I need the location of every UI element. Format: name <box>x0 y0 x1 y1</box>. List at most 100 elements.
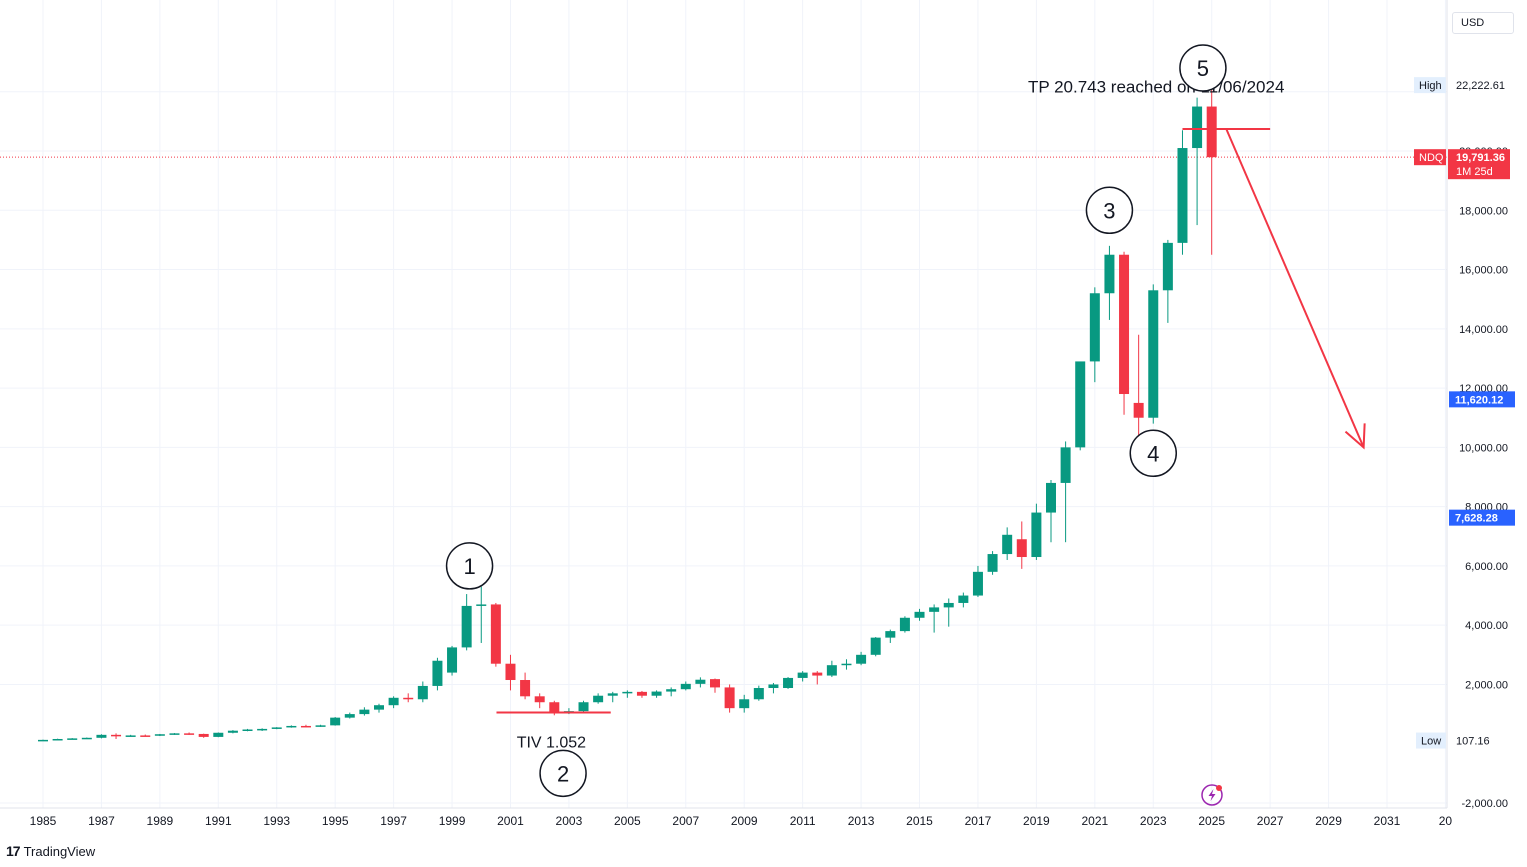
candle <box>169 733 180 735</box>
grid <box>0 0 1447 808</box>
candle <box>111 733 122 739</box>
candle-body <box>198 733 209 737</box>
candle <box>476 586 487 643</box>
candle <box>125 734 136 737</box>
candle-body <box>330 717 341 726</box>
candle-body <box>67 738 78 740</box>
candle-body <box>125 735 136 737</box>
candles <box>38 85 1217 742</box>
candle <box>958 592 969 608</box>
wave-label-3[interactable]: 3 <box>1085 186 1134 235</box>
candle <box>461 594 472 651</box>
candle <box>67 738 78 740</box>
candle <box>1031 503 1042 560</box>
candle <box>447 645 458 676</box>
candle <box>1148 284 1159 424</box>
candle-body <box>534 696 545 703</box>
candle-body <box>1046 482 1056 513</box>
candle-body <box>154 734 165 736</box>
drawings[interactable]: TP 20.743 reached on 11/06/2024 TIV 1.05… <box>445 44 1366 798</box>
candle <box>38 739 48 742</box>
candle <box>651 690 662 698</box>
candle-body <box>1162 242 1173 291</box>
time-tick-label: 2029 <box>1315 814 1342 828</box>
candle <box>914 608 925 621</box>
time-axis[interactable]: 1985 1987 1989 1991 1993 1995 1997 1999 2001 2003… <box>30 814 1453 828</box>
candle <box>403 693 414 703</box>
candle-body <box>1016 539 1027 558</box>
candle <box>856 651 867 666</box>
candle <box>797 671 808 682</box>
candle-body <box>826 665 837 676</box>
power-icon[interactable] <box>1201 784 1223 806</box>
candle-body <box>417 685 428 700</box>
candle <box>943 598 954 627</box>
candle-body <box>403 697 414 700</box>
price-tick-label: 10,000.00 <box>1459 442 1508 454</box>
candle <box>227 730 238 734</box>
time-tick-label: 1987 <box>88 814 115 828</box>
blue-price-tag-2-text: 7,628.28 <box>1455 513 1498 525</box>
low-price-label: Low 107.16 <box>1416 732 1490 749</box>
candle <box>520 672 531 700</box>
candle <box>841 659 852 670</box>
time-tick-label: 2001 <box>497 814 524 828</box>
candle-body <box>578 702 589 712</box>
candle <box>578 700 589 713</box>
candle-body <box>1206 106 1217 158</box>
candle <box>315 724 326 727</box>
wave-label-2[interactable]: 2 <box>539 749 587 798</box>
candle <box>1162 239 1173 323</box>
time-tick-label: 1999 <box>439 814 466 828</box>
candle-body <box>374 705 384 710</box>
time-tick-label: 1993 <box>263 814 290 828</box>
candle <box>1119 251 1130 415</box>
wave-label-2-text: 2 <box>557 761 569 786</box>
price-tick-label: 14,000.00 <box>1459 324 1508 336</box>
high-tag: High <box>1419 80 1442 92</box>
candle-body <box>753 688 764 700</box>
candle <box>140 734 151 737</box>
currency-selector[interactable]: USD <box>1452 12 1514 34</box>
candle-body <box>52 738 63 741</box>
candle <box>242 728 253 732</box>
candle-body <box>607 693 618 696</box>
current-price-value: 19,791.36 <box>1456 152 1505 164</box>
candle <box>753 685 764 701</box>
candle-body <box>286 725 297 728</box>
high-value: 22,222.61 <box>1456 80 1505 92</box>
brand-logo[interactable]: 17 TradingView <box>6 843 95 859</box>
candle <box>826 660 837 678</box>
candle-body <box>38 739 48 742</box>
time-tick-label: 2017 <box>965 814 992 828</box>
candle-body <box>972 571 983 596</box>
candle-body <box>227 730 238 733</box>
candle <box>768 682 779 694</box>
candle-body <box>1031 512 1042 558</box>
time-tick-label: 2009 <box>731 814 758 828</box>
time-tick-label: 1997 <box>380 814 407 828</box>
forecast-arrow-shaft[interactable] <box>1225 128 1365 448</box>
candle <box>1075 361 1086 451</box>
tiv-annotation-text[interactable]: TIV 1.052 <box>517 735 586 752</box>
candle-body <box>885 631 896 638</box>
candle <box>885 629 896 643</box>
candle-body <box>987 554 998 572</box>
candle-body <box>461 605 472 648</box>
wave-label-1[interactable]: 1 <box>445 542 494 590</box>
time-tick-label: 2013 <box>848 814 875 828</box>
candle-body <box>257 728 268 731</box>
wave-label-5[interactable]: 5 <box>1179 44 1227 92</box>
forecast-arrow-head[interactable] <box>1344 423 1366 450</box>
wave-label-4[interactable]: 4 <box>1129 429 1178 478</box>
candle <box>96 734 107 739</box>
tradingview-logo-icon: 17 <box>6 843 21 859</box>
candle-body <box>768 684 779 689</box>
candle <box>1192 97 1203 226</box>
price-tick-label: 2,000.00 <box>1465 679 1508 691</box>
price-tick-label: 18,000.00 <box>1459 205 1508 217</box>
tp-annotation-text[interactable]: TP 20.743 reached on 11/06/2024 <box>1028 78 1284 97</box>
current-price-label: NDQ 19,791.36 1M 25d <box>1414 149 1510 180</box>
